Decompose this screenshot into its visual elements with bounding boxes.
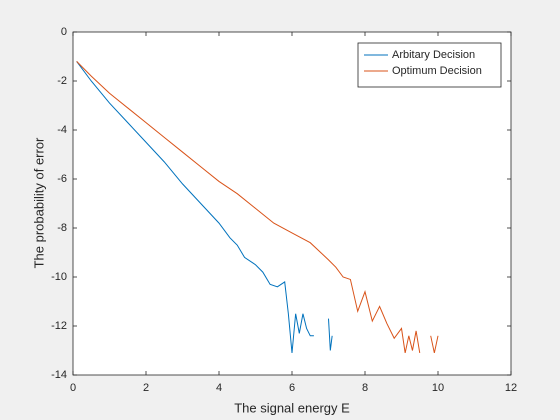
legend-label: Optimum Decision xyxy=(392,65,482,77)
y-tick-label: -4 xyxy=(57,124,67,136)
legend-box xyxy=(357,42,502,88)
y-tick-label: -8 xyxy=(57,222,67,234)
y-tick-label: -2 xyxy=(57,75,67,87)
y-tick-label: -6 xyxy=(57,173,67,185)
legend-label: Arbitary Decision xyxy=(392,49,475,61)
x-tick-label: 8 xyxy=(362,382,368,394)
series-line xyxy=(76,61,333,353)
series-line xyxy=(76,61,439,354)
y-tick-label: -12 xyxy=(51,320,67,332)
y-tick-label: -10 xyxy=(51,271,67,283)
y-tick-label: -14 xyxy=(51,369,67,381)
x-axis-label: The signal energy E xyxy=(234,400,350,415)
y-tick-label: 0 xyxy=(61,26,67,38)
x-tick-label: 12 xyxy=(505,382,517,394)
y-axis-label: The probability of error xyxy=(31,137,46,268)
x-tick-label: 0 xyxy=(70,382,76,394)
x-tick-label: 4 xyxy=(216,382,222,394)
x-tick-label: 2 xyxy=(143,382,149,394)
x-tick-label: 6 xyxy=(289,382,295,394)
x-tick-label: 10 xyxy=(432,382,444,394)
plot-area xyxy=(72,31,512,376)
